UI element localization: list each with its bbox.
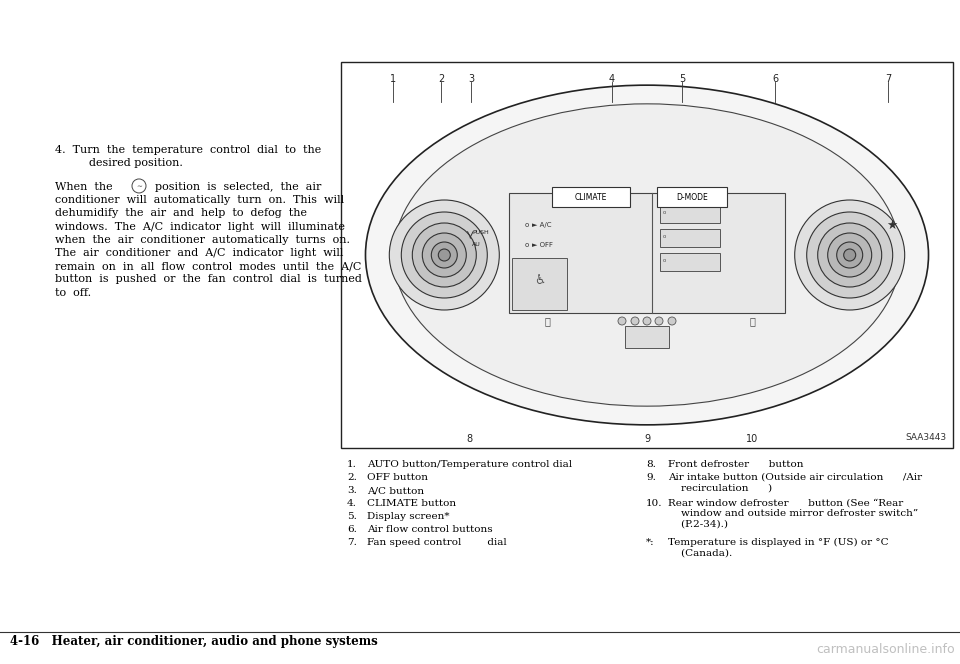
Text: When  the: When the (55, 182, 112, 192)
Circle shape (390, 200, 499, 310)
Text: SAA3443: SAA3443 (906, 433, 947, 442)
Text: carmanualsonline.info: carmanualsonline.info (816, 643, 955, 656)
Bar (625, 326, 669, 348)
Circle shape (837, 242, 863, 268)
Text: A/C button: A/C button (367, 486, 424, 495)
Text: 5: 5 (679, 74, 685, 84)
Text: windows.  The  A/C  indicator  light  will  illuminate: windows. The A/C indicator light will il… (55, 222, 345, 232)
Text: 10.: 10. (646, 499, 662, 508)
Text: position  is  selected,  the  air: position is selected, the air (155, 182, 322, 192)
Bar (657, 187, 727, 207)
Circle shape (422, 233, 467, 277)
Text: 4.  Turn  the  temperature  control  dial  to  the: 4. Turn the temperature control dial to … (55, 145, 322, 155)
Text: o: o (663, 210, 666, 216)
Bar (552, 187, 630, 207)
Text: o: o (524, 222, 529, 228)
Text: 4: 4 (609, 74, 615, 84)
Text: o: o (524, 242, 529, 248)
Text: AU: AU (472, 242, 481, 248)
Bar (513, 258, 567, 310)
Text: o: o (663, 234, 666, 240)
Circle shape (655, 317, 663, 325)
Text: 8.: 8. (646, 460, 656, 469)
Text: 7: 7 (885, 74, 891, 84)
Text: The  air  conditioner  and  A/C  indicator  light  will: The air conditioner and A/C indicator li… (55, 248, 344, 258)
Text: 3: 3 (468, 74, 474, 84)
Text: 9: 9 (644, 434, 650, 444)
Text: conditioner  will  automatically  turn  on.  This  will: conditioner will automatically turn on. … (55, 195, 344, 205)
Text: 6.: 6. (347, 525, 357, 534)
Text: 3.: 3. (347, 486, 357, 495)
Text: Front defroster      button: Front defroster button (668, 460, 804, 469)
Text: ⧉: ⧉ (749, 316, 755, 326)
Text: dehumidify  the  air  and  help  to  defog  the: dehumidify the air and help to defog the (55, 208, 307, 218)
Circle shape (806, 212, 893, 298)
Text: 10: 10 (746, 434, 758, 444)
Circle shape (643, 317, 651, 325)
Text: CLIMATE button: CLIMATE button (367, 499, 456, 508)
Text: Display screen*: Display screen* (367, 512, 449, 521)
Text: PUSH: PUSH (472, 230, 489, 236)
Text: o: o (663, 258, 666, 264)
Circle shape (618, 317, 626, 325)
Text: Air flow control buttons: Air flow control buttons (367, 525, 492, 534)
Text: D-MODE: D-MODE (676, 193, 708, 201)
Circle shape (844, 249, 855, 261)
Text: 2: 2 (438, 74, 444, 84)
Circle shape (828, 233, 872, 277)
Text: to  off.: to off. (55, 288, 91, 297)
Bar (510, 193, 784, 313)
Text: ► OFF: ► OFF (532, 242, 553, 248)
Text: Temperature is displayed in °F (US) or °C
    (Canada).: Temperature is displayed in °F (US) or °… (668, 538, 889, 558)
Text: 2.: 2. (347, 473, 357, 482)
Bar (660, 253, 720, 271)
Text: 1.: 1. (347, 460, 357, 469)
Circle shape (631, 317, 639, 325)
Bar (660, 205, 720, 223)
Circle shape (818, 223, 881, 287)
Circle shape (668, 317, 676, 325)
Text: OFF button: OFF button (367, 473, 428, 482)
Text: 1: 1 (390, 74, 396, 84)
Text: ♿: ♿ (534, 274, 545, 288)
Text: 4.: 4. (347, 499, 357, 508)
Text: 8: 8 (466, 434, 472, 444)
Text: ★: ★ (886, 218, 898, 232)
Bar (341, 62, 953, 448)
Circle shape (401, 212, 488, 298)
Ellipse shape (366, 85, 928, 425)
Text: remain  on  in  all  flow  control  modes  until  the  A/C: remain on in all flow control modes unti… (55, 261, 361, 271)
Text: 9.: 9. (646, 473, 656, 482)
Text: ∼: ∼ (136, 183, 142, 189)
Text: 7.: 7. (347, 538, 357, 547)
Circle shape (439, 249, 450, 261)
Text: CLIMATE: CLIMATE (575, 193, 607, 201)
Text: ► A/C: ► A/C (532, 222, 552, 228)
Text: ⧉: ⧉ (544, 316, 550, 326)
Text: AUTO button/Temperature control dial: AUTO button/Temperature control dial (367, 460, 572, 469)
Circle shape (431, 242, 457, 268)
Circle shape (795, 200, 904, 310)
Text: when  the  air  conditioner  automatically  turns  on.: when the air conditioner automatically t… (55, 235, 350, 245)
Ellipse shape (394, 104, 900, 406)
Text: Rear window defroster      button (See “Rear
    window and outside mirror defro: Rear window defroster button (See “Rear … (668, 499, 919, 529)
Text: Fan speed control        dial: Fan speed control dial (367, 538, 507, 547)
Text: *:: *: (646, 538, 655, 547)
Text: Air intake button (Outside air circulation      /Air
    recirculation      ): Air intake button (Outside air circulati… (668, 473, 923, 493)
Text: desired position.: desired position. (68, 158, 182, 168)
Text: 4-16   Heater, air conditioner, audio and phone systems: 4-16 Heater, air conditioner, audio and … (10, 635, 377, 648)
Bar (660, 229, 720, 247)
Circle shape (412, 223, 476, 287)
Text: 6: 6 (772, 74, 778, 84)
Text: button  is  pushed  or  the  fan  control  dial  is  turned: button is pushed or the fan control dial… (55, 274, 362, 284)
Text: 5.: 5. (347, 512, 357, 521)
